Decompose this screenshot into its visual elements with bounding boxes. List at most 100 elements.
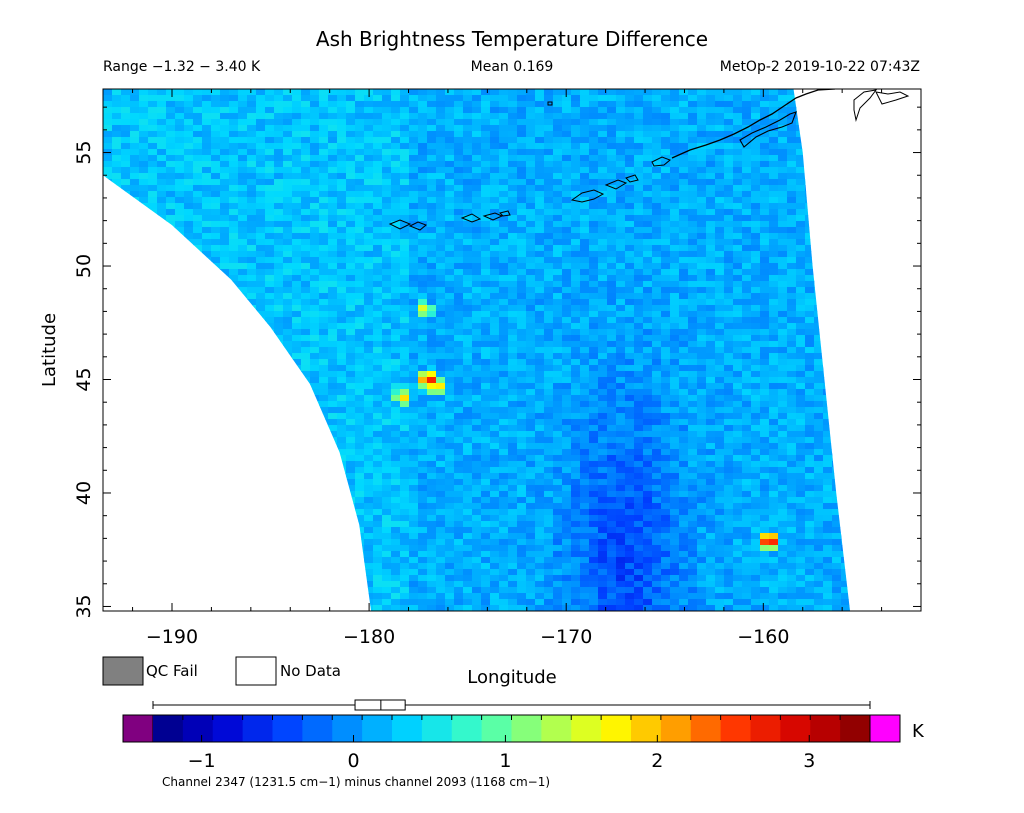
heatmap-cell — [814, 119, 824, 126]
heatmap-cell — [571, 221, 581, 228]
heatmap-cell — [418, 263, 428, 270]
heatmap-cell — [310, 215, 320, 222]
heatmap-cell — [526, 119, 536, 126]
heatmap-cell — [832, 299, 842, 306]
heatmap-cell — [454, 221, 464, 228]
heatmap-cell — [364, 287, 374, 294]
heatmap-cell — [355, 383, 365, 390]
heatmap-cell — [409, 233, 419, 240]
heatmap-cell — [481, 299, 491, 306]
heatmap-cell — [886, 155, 896, 162]
heatmap-cell — [904, 125, 914, 132]
heatmap-cell — [454, 185, 464, 192]
heatmap-cell — [364, 233, 374, 240]
heatmap-cell — [589, 269, 599, 276]
heatmap-cell — [544, 395, 554, 402]
heatmap-cell — [373, 119, 383, 126]
heatmap-cell — [652, 281, 662, 288]
heatmap-cell — [706, 407, 716, 414]
heatmap-cell — [310, 233, 320, 240]
heatmap-cell — [193, 389, 203, 396]
heatmap-cell — [859, 137, 869, 144]
heatmap-cell — [751, 179, 761, 186]
heatmap-cell — [283, 185, 293, 192]
heatmap-cell — [517, 389, 527, 396]
heatmap-cell — [211, 371, 221, 378]
heatmap-cell — [391, 311, 401, 318]
heatmap-cell — [625, 275, 635, 282]
heatmap-cell — [724, 173, 734, 180]
heatmap-cell — [886, 149, 896, 156]
heatmap-cell — [589, 101, 599, 108]
heatmap-cell — [877, 359, 887, 366]
heatmap-cell — [436, 269, 446, 276]
heatmap-cell — [652, 119, 662, 126]
heatmap-cell — [805, 371, 815, 378]
heatmap-cell — [688, 245, 698, 252]
heatmap-cell — [607, 215, 617, 222]
heatmap-cell — [670, 371, 680, 378]
heatmap-cell — [355, 311, 365, 318]
heatmap-cell — [202, 107, 212, 114]
heatmap-cell — [301, 347, 311, 354]
heatmap-cell — [769, 107, 779, 114]
heatmap-cell — [247, 155, 257, 162]
heatmap-cell — [598, 233, 608, 240]
heatmap-cell — [859, 257, 869, 264]
heatmap-cell — [778, 401, 788, 408]
heatmap-cell — [166, 275, 176, 282]
heatmap-cell — [814, 263, 824, 270]
heatmap-cell — [400, 239, 410, 246]
heatmap-cell — [346, 281, 356, 288]
heatmap-cell — [751, 203, 761, 210]
heatmap-cell — [724, 359, 734, 366]
heatmap-cell — [742, 359, 752, 366]
heatmap-cell — [616, 395, 626, 402]
heatmap-cell — [733, 185, 743, 192]
heatmap-cell — [193, 227, 203, 234]
heatmap-cell — [796, 245, 806, 252]
heatmap-cell — [688, 167, 698, 174]
heatmap-cell — [337, 149, 347, 156]
heatmap-cell — [796, 377, 806, 384]
heatmap-cell — [634, 275, 644, 282]
heatmap-cell — [274, 311, 284, 318]
heatmap-cell — [760, 125, 770, 132]
heatmap-cell — [256, 305, 266, 312]
heatmap-cell — [382, 257, 392, 264]
heatmap-cell — [409, 245, 419, 252]
heatmap-cell — [598, 245, 608, 252]
heatmap-cell — [283, 305, 293, 312]
heatmap-cell — [184, 329, 194, 336]
heatmap-cell — [238, 347, 248, 354]
heatmap-cell — [427, 389, 437, 396]
heatmap-cell — [301, 311, 311, 318]
heatmap-cell — [391, 143, 401, 150]
heatmap-cell — [310, 329, 320, 336]
heatmap-cell — [544, 407, 554, 414]
heatmap-cell — [238, 95, 248, 102]
heatmap-cell — [391, 329, 401, 336]
heatmap-cell — [625, 155, 635, 162]
heatmap-cell — [625, 233, 635, 240]
heatmap-cell — [607, 197, 617, 204]
heatmap-cell — [436, 299, 446, 306]
heatmap-cell — [553, 347, 563, 354]
heatmap-cell — [265, 365, 275, 372]
heatmap-cell — [544, 209, 554, 216]
heatmap-cell — [337, 125, 347, 132]
heatmap-cell — [355, 173, 365, 180]
heatmap-cell — [877, 311, 887, 318]
heatmap-cell — [508, 185, 518, 192]
heatmap-cell — [499, 191, 509, 198]
heatmap-cell — [625, 95, 635, 102]
heatmap-cell — [148, 191, 158, 198]
heatmap-cell — [670, 257, 680, 264]
heatmap-cell — [436, 113, 446, 120]
heatmap-cell — [751, 281, 761, 288]
heatmap-cell — [868, 119, 878, 126]
heatmap-cell — [427, 245, 437, 252]
heatmap-cell — [472, 395, 482, 402]
heatmap-cell — [166, 335, 176, 342]
